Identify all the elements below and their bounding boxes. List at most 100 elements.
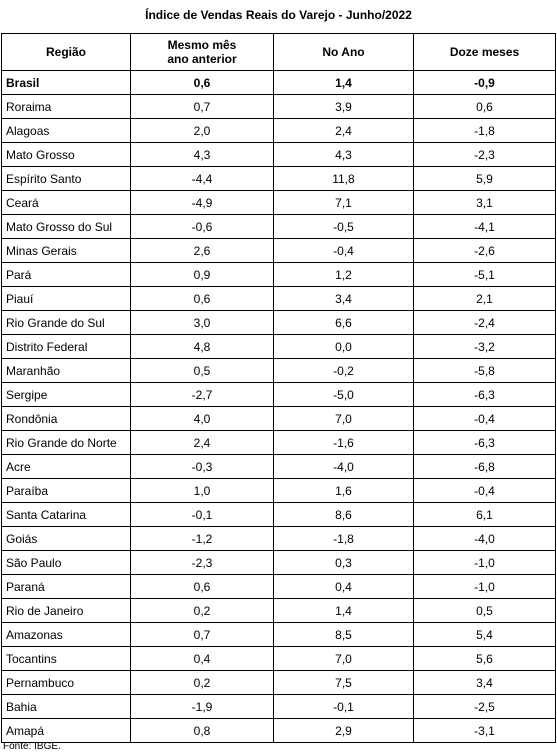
region-cell: Rio de Janeiro [1, 598, 131, 623]
value-cell: 7,1 [273, 190, 414, 215]
table-row: Goiás -1,2 -1,8 -4,0 [1, 526, 556, 551]
value-cell: -0,4 [273, 238, 414, 263]
value-cell: 6,6 [273, 310, 414, 335]
region-cell: Rio Grande do Norte [1, 430, 131, 455]
table-row: Mato Grosso do Sul -0,6 -0,5 -4,1 [1, 214, 556, 239]
value-cell: -2,4 [413, 310, 556, 335]
value-cell: 8,5 [273, 622, 414, 647]
table-row: Rio Grande do Norte 2,4 -1,6 -6,3 [1, 430, 556, 455]
header-cell: Mesmo mês ano anterior [130, 33, 274, 71]
table-row: Pará 0,9 1,2 -5,1 [1, 262, 556, 287]
value-cell: 0,7 [130, 622, 274, 647]
value-cell: 0,6 [130, 574, 274, 599]
region-cell: Santa Catarina [1, 502, 131, 527]
table-row: Rondônia 4,0 7,0 -0,4 [1, 406, 556, 431]
table-row: Alagoas 2,0 2,4 -1,8 [1, 118, 556, 143]
table-row: Piauí 0,6 3,4 2,1 [1, 286, 556, 311]
region-cell: Alagoas [1, 118, 131, 143]
value-cell: -4,0 [273, 454, 414, 479]
table-row: Rio de Janeiro 0,2 1,4 0,5 [1, 598, 556, 623]
value-cell: 1,0 [130, 478, 274, 503]
region-cell: Brasil [1, 70, 131, 95]
table-row: Bahia -1,9 -0,1 -2,5 [1, 694, 556, 719]
value-cell: 3,4 [413, 670, 556, 695]
region-cell: Ceará [1, 190, 131, 215]
value-cell: -1,9 [130, 694, 274, 719]
value-cell: -0,5 [273, 214, 414, 239]
table-row: Espírito Santo -4,4 11,8 5,9 [1, 166, 556, 191]
value-cell: 0,0 [273, 334, 414, 359]
region-cell: Maranhão [1, 358, 131, 383]
value-cell: -5,1 [413, 262, 556, 287]
region-cell: Rio Grande do Sul [1, 310, 131, 335]
region-cell: Pará [1, 262, 131, 287]
value-cell: -4,9 [130, 190, 274, 215]
value-cell: 0,5 [413, 598, 556, 623]
value-cell: 2,4 [273, 118, 414, 143]
value-cell: 1,6 [273, 478, 414, 503]
table-row: Tocantins 0,4 7,0 5,6 [1, 646, 556, 671]
value-cell: -3,1 [413, 718, 556, 743]
region-cell: Pernambuco [1, 670, 131, 695]
value-cell: 3,1 [413, 190, 556, 215]
region-cell: Goiás [1, 526, 131, 551]
value-cell: -3,2 [413, 334, 556, 359]
region-cell: Acre [1, 454, 131, 479]
value-cell: 0,7 [130, 94, 274, 119]
value-cell: 3,9 [273, 94, 414, 119]
value-cell: 11,8 [273, 166, 414, 191]
table-row: Ceará -4,9 7,1 3,1 [1, 190, 556, 215]
table-row: Amapá 0,8 2,9 -3,1 [1, 718, 556, 743]
value-cell: 7,0 [273, 406, 414, 431]
region-cell: Distrito Federal [1, 334, 131, 359]
value-cell: -0,1 [273, 694, 414, 719]
value-cell: 0,6 [130, 286, 274, 311]
value-cell: 0,3 [273, 550, 414, 575]
table-row: Mato Grosso 4,3 4,3 -2,3 [1, 142, 556, 167]
region-cell: Piauí [1, 286, 131, 311]
value-cell: 6,1 [413, 502, 556, 527]
value-cell: -6,3 [413, 382, 556, 407]
value-cell: 4,3 [273, 142, 414, 167]
value-cell: -1,2 [130, 526, 274, 551]
value-cell: 0,6 [413, 94, 556, 119]
table-row: Distrito Federal 4,8 0,0 -3,2 [1, 334, 556, 359]
value-cell: 2,6 [130, 238, 274, 263]
value-cell: 0,4 [130, 646, 274, 671]
value-cell: 7,5 [273, 670, 414, 695]
value-cell: -0,2 [273, 358, 414, 383]
region-cell: Tocantins [1, 646, 131, 671]
value-cell: 0,2 [130, 598, 274, 623]
value-cell: -4,4 [130, 166, 274, 191]
value-cell: -5,8 [413, 358, 556, 383]
header-cell: Doze meses [413, 33, 556, 71]
value-cell: 4,0 [130, 406, 274, 431]
value-cell: 8,6 [273, 502, 414, 527]
region-cell: Mato Grosso do Sul [1, 214, 131, 239]
value-cell: -6,8 [413, 454, 556, 479]
value-cell: -1,0 [413, 550, 556, 575]
region-cell: Roraima [1, 94, 131, 119]
value-cell: -0,3 [130, 454, 274, 479]
value-cell: 4,3 [130, 142, 274, 167]
table-row: Rio Grande do Sul 3,0 6,6 -2,4 [1, 310, 556, 335]
region-cell: Rondônia [1, 406, 131, 431]
value-cell: 1,2 [273, 262, 414, 287]
region-cell: Sergipe [1, 382, 131, 407]
value-cell: 7,0 [273, 646, 414, 671]
value-cell: -4,0 [413, 526, 556, 551]
table-row: Amazonas 0,7 8,5 5,4 [1, 622, 556, 647]
region-cell: Mato Grosso [1, 142, 131, 167]
region-cell: Paraná [1, 574, 131, 599]
region-cell: Amapá [1, 718, 131, 743]
region-cell: Minas Gerais [1, 238, 131, 263]
value-cell: -5,0 [273, 382, 414, 407]
region-cell: Amazonas [1, 622, 131, 647]
value-cell: -2,3 [413, 142, 556, 167]
value-cell: -1,6 [273, 430, 414, 455]
value-cell: -2,6 [413, 238, 556, 263]
value-cell: -1,8 [273, 526, 414, 551]
data-table: Região Mesmo mês ano anterior No Ano Doze m… [1, 33, 556, 743]
table-row: Paraíba 1,0 1,6 -0,4 [1, 478, 556, 503]
